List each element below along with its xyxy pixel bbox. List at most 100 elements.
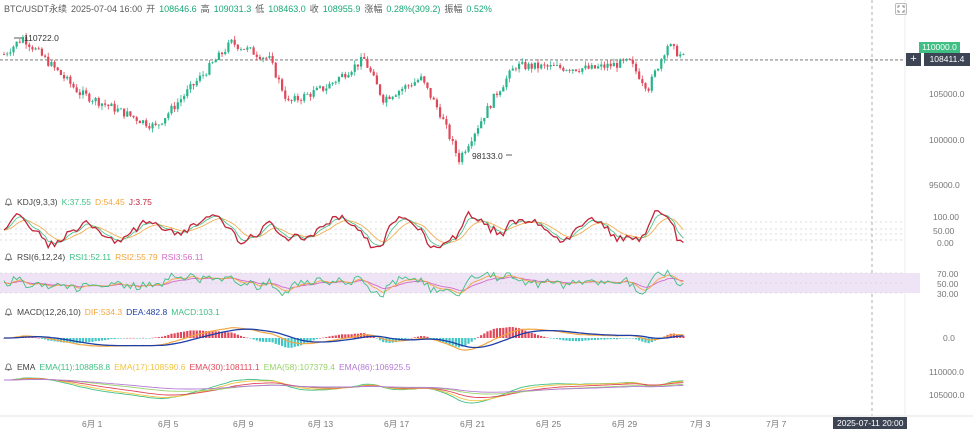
macd-histogram-bar [514, 327, 518, 338]
candle-body [416, 80, 420, 83]
candle-body [258, 56, 262, 60]
rsi-header: RSI(6,12,24) RSI1:52.11 RSI2:55.79 RSI3:… [4, 252, 204, 262]
candle-body [552, 65, 555, 66]
candle-body [255, 54, 258, 57]
candle-body [284, 90, 287, 99]
macd-histogram-bar [596, 338, 600, 340]
candle-body [47, 56, 50, 66]
macd-histogram-bar [75, 338, 78, 344]
candle-body [489, 106, 492, 108]
candle-body [457, 153, 461, 163]
macd-histogram-bar [543, 336, 546, 338]
macd-histogram-bar [239, 335, 243, 338]
candle-body [334, 81, 337, 83]
ema-17-line [4, 378, 684, 402]
candle-body [492, 93, 495, 108]
macd-histogram-bar [533, 333, 536, 338]
ema17: EMA(17):108590.6 [114, 362, 186, 372]
macd-histogram-bar [277, 338, 281, 345]
candle-body [195, 80, 198, 86]
time-tick: 7月 7 [766, 419, 787, 429]
candle-body [555, 64, 559, 66]
macd-histogram-bar [91, 338, 94, 342]
macd-histogram-bar [296, 338, 299, 347]
candle-body [429, 87, 432, 98]
low-marker-label: 98133.0 [472, 151, 503, 161]
candle-body [217, 52, 220, 61]
high-marker-label: 110722.0 [24, 33, 59, 43]
candle-body [236, 44, 239, 50]
candle-body [110, 103, 113, 107]
candle-body [18, 41, 21, 43]
candle-body [318, 86, 322, 88]
candle-body [650, 76, 653, 91]
macd-histogram-bar [280, 338, 284, 347]
macd-histogram-bar [432, 338, 435, 340]
bell-icon[interactable] [4, 197, 13, 207]
macd-histogram-bar [451, 338, 454, 346]
candle-body [85, 90, 88, 94]
candle-body [517, 63, 521, 70]
macd-histogram-bar [325, 337, 328, 338]
maximize-button[interactable] [895, 3, 907, 15]
bell-icon[interactable] [4, 362, 13, 372]
macd-histogram-bar [552, 338, 555, 339]
candle-body [584, 65, 587, 69]
macd-histogram-bar [141, 337, 145, 339]
macd-value: MACD:103.1 [171, 307, 220, 317]
ema-tick-105000: 105000.0 [929, 390, 965, 400]
candle-body [122, 108, 126, 117]
macd-histogram-bar [135, 338, 138, 339]
candle-body [600, 64, 603, 67]
candle-body [15, 41, 18, 47]
macd-histogram-bar [619, 338, 622, 339]
macd-name: MACD(12,26,10) [17, 307, 81, 317]
kdj-name: KDJ(9,3,3) [17, 197, 58, 207]
macd-histogram-bar [318, 337, 322, 339]
macd-histogram-bar [549, 338, 552, 339]
candle-body [280, 79, 284, 91]
time-tick: 6月 5 [158, 419, 179, 429]
candle-body [363, 56, 366, 59]
candle-body [644, 83, 647, 89]
candle-body [435, 99, 439, 108]
candle-body [641, 79, 644, 84]
candle-body [6, 53, 9, 55]
macd-histogram-bar [274, 338, 277, 344]
plus-icon[interactable]: + [906, 53, 921, 66]
candle-body [568, 70, 571, 71]
candle-body [423, 76, 426, 83]
macd-histogram-bar [265, 338, 268, 343]
macd-histogram-bar [378, 338, 382, 341]
ema86: EMA(86):106925.5 [338, 362, 411, 372]
macd-histogram-bar [413, 337, 416, 338]
macd-histogram-bar [641, 338, 644, 342]
candle-body [612, 62, 615, 67]
rsi3-line [3, 276, 684, 291]
macd-histogram-bar [315, 338, 318, 340]
bell-icon[interactable] [4, 307, 13, 317]
candle-body [372, 71, 375, 76]
current-price-tag: 108411.4 [924, 53, 970, 66]
macd-histogram-bar [600, 338, 603, 340]
candle-body [385, 96, 388, 103]
candle-body [666, 46, 669, 56]
candle-body [619, 59, 622, 68]
price-tick-110000: 110000.0 [919, 42, 960, 53]
candle-body [315, 87, 318, 91]
macd-histogram-bar [252, 338, 255, 340]
macd-histogram-bar [578, 338, 581, 342]
candle-body [669, 44, 672, 47]
macd-histogram-bar [157, 337, 160, 338]
candle-body [183, 96, 186, 100]
macd-histogram-bar [164, 335, 167, 338]
candle-body [230, 39, 233, 43]
bell-icon[interactable] [4, 252, 13, 262]
macd-histogram-bar [220, 331, 224, 338]
candle-body [344, 73, 347, 78]
macd-histogram-bar [631, 338, 634, 339]
macd-histogram-bar [480, 335, 483, 338]
open-value: 108646.6 [159, 3, 197, 14]
macd-histogram-bar [183, 331, 186, 338]
